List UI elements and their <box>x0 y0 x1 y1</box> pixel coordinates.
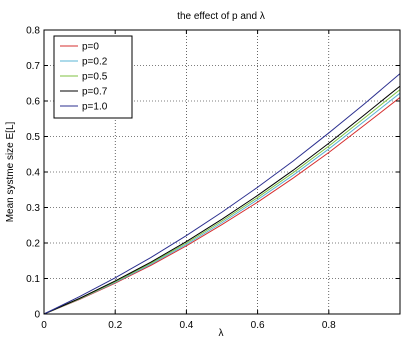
legend-label-0: p=0 <box>82 42 99 53</box>
y-tick-label-4: 0.4 <box>26 168 40 179</box>
chart-title: the effect of p and λ <box>177 11 265 22</box>
series-line-3 <box>43 85 401 315</box>
y-tick-label-0: 0 <box>34 310 40 321</box>
legend-label-1: p=0.2 <box>82 57 108 68</box>
x-axis-label: λ <box>219 328 224 339</box>
series-line-0 <box>43 97 401 315</box>
y-tick-label-8: 0.8 <box>26 26 40 37</box>
y-tick-label-7: 0.7 <box>26 61 40 72</box>
legend-label-3: p=0.7 <box>82 87 108 98</box>
series-line-1 <box>43 92 401 315</box>
legend-label-4: p=1.0 <box>82 102 108 113</box>
y-tick-label-3: 0.3 <box>26 203 40 214</box>
x-tick-label-4: 0.8 <box>322 320 336 331</box>
x-tick-label-2: 0.4 <box>179 320 193 331</box>
legend-label-2: p=0.5 <box>82 72 108 83</box>
x-tick-label-1: 0.2 <box>108 320 122 331</box>
y-tick-label-2: 0.2 <box>26 239 40 250</box>
ticks: 0 0.2 0.4 0.6 0.8 0 0.1 0.2 0.3 0.4 0.5 0.6 0.7 0.8 <box>26 26 400 331</box>
x-tick-label-3: 0.6 <box>251 320 265 331</box>
series-line-2 <box>43 89 401 315</box>
legend-box <box>53 35 133 119</box>
series-layer <box>43 73 401 315</box>
y-axis-label: Mean systme size E[L] <box>5 121 16 222</box>
series-line-4 <box>43 73 401 315</box>
grid <box>44 30 400 314</box>
y-tick-label-6: 0.6 <box>26 97 40 108</box>
y-tick-label-5: 0.5 <box>26 132 40 143</box>
y-tick-label-1: 0.1 <box>26 274 40 285</box>
legend: p=0 p=0.2 p=0.5 p=0.7 p=1.0 <box>53 35 133 119</box>
x-tick-label-0: 0 <box>41 320 47 331</box>
